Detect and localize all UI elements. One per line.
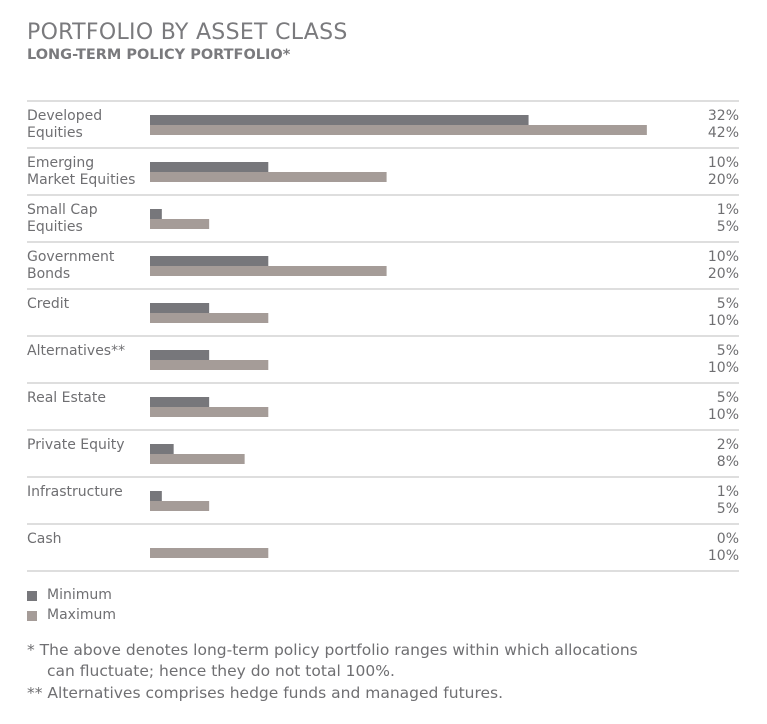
bar	[150, 501, 210, 511]
value-label: 10%	[707, 548, 739, 564]
footnote: * The above denotes long-term policy por…	[27, 641, 638, 680]
value-label: 32%	[707, 108, 739, 124]
bar	[150, 172, 387, 182]
value-label: 10%	[707, 155, 739, 171]
bar	[150, 219, 210, 229]
bar	[150, 360, 269, 370]
bar	[150, 125, 647, 135]
category-label: Private Equity	[27, 437, 125, 453]
legend-swatch	[27, 591, 37, 601]
bar	[150, 115, 529, 125]
value-label: 10%	[707, 249, 739, 265]
bar	[150, 491, 162, 501]
value-label: 1%	[716, 202, 739, 218]
legend-swatch	[27, 611, 37, 621]
bar	[150, 209, 162, 219]
value-label: 10%	[707, 313, 739, 329]
chart-subtitle: LONG-TERM POLICY PORTFOLIO*	[27, 47, 291, 63]
bar	[150, 303, 210, 313]
bar	[150, 350, 210, 360]
value-label: 5%	[716, 343, 739, 359]
value-label: 8%	[716, 454, 739, 470]
value-label: 2%	[716, 437, 739, 453]
legend-label: Maximum	[47, 607, 116, 623]
category-label: Developed Equities	[27, 108, 103, 141]
value-label: 5%	[716, 219, 739, 235]
category-label: Emerging Market Equities	[27, 155, 136, 188]
value-label: 1%	[716, 484, 739, 500]
bar	[150, 162, 269, 172]
bar	[150, 407, 269, 417]
value-label: 10%	[707, 407, 739, 423]
bar	[150, 454, 245, 464]
value-label: 0%	[716, 531, 739, 547]
footnote: ** Alternatives comprises hedge funds an…	[27, 684, 504, 702]
bar	[150, 266, 387, 276]
value-label: 42%	[707, 125, 739, 141]
value-label: 20%	[707, 172, 739, 188]
value-label: 5%	[716, 501, 739, 517]
value-label: 5%	[716, 390, 739, 406]
bar	[150, 444, 174, 454]
category-label: Infrastructure	[27, 484, 123, 500]
bar	[150, 397, 210, 407]
value-label: 5%	[716, 296, 739, 312]
category-label: Small Cap Equities	[27, 202, 98, 235]
category-label: Government Bonds	[27, 249, 115, 282]
category-label: Cash	[27, 531, 62, 547]
legend-label: Minimum	[47, 587, 112, 603]
value-label: 10%	[707, 360, 739, 376]
bar	[150, 548, 269, 558]
bar	[150, 313, 269, 323]
category-label: Credit	[27, 296, 70, 312]
chart-title: PORTFOLIO BY ASSET CLASS	[27, 20, 348, 45]
category-label: Real Estate	[27, 390, 106, 406]
value-label: 20%	[707, 266, 739, 282]
bar	[150, 256, 269, 266]
category-label: Alternatives**	[27, 343, 126, 359]
